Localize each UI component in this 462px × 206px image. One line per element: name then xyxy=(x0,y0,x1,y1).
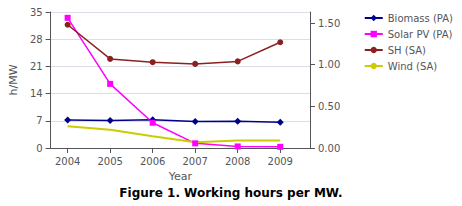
svg-text:Year: Year xyxy=(168,170,193,183)
svg-text:21: 21 xyxy=(30,61,43,72)
svg-text:0.00: 0.00 xyxy=(318,143,340,154)
svg-text:14: 14 xyxy=(30,88,43,99)
svg-text:h/MW: h/MW xyxy=(7,64,20,95)
svg-text:Solar PV (PA): Solar PV (PA) xyxy=(388,29,453,40)
svg-text:SH (SA): SH (SA) xyxy=(388,45,426,56)
svg-text:0: 0 xyxy=(36,143,42,154)
svg-text:2008: 2008 xyxy=(225,156,250,167)
svg-text:2006: 2006 xyxy=(140,156,165,167)
svg-text:2004: 2004 xyxy=(55,156,80,167)
svg-text:Figure 1. Working hours per MW: Figure 1. Working hours per MW. xyxy=(119,186,342,200)
svg-text:2009: 2009 xyxy=(268,156,293,167)
svg-text:35: 35 xyxy=(30,7,43,18)
svg-text:2007: 2007 xyxy=(182,156,207,167)
svg-text:2005: 2005 xyxy=(97,156,122,167)
svg-text:1.50: 1.50 xyxy=(318,18,340,29)
svg-text:1.00: 1.00 xyxy=(318,59,340,70)
svg-text:Wind (SA): Wind (SA) xyxy=(388,61,438,72)
svg-text:Biomass (PA): Biomass (PA) xyxy=(388,13,453,24)
svg-text:0.50: 0.50 xyxy=(318,101,340,112)
svg-text:7: 7 xyxy=(36,115,42,126)
svg-text:28: 28 xyxy=(30,34,43,45)
